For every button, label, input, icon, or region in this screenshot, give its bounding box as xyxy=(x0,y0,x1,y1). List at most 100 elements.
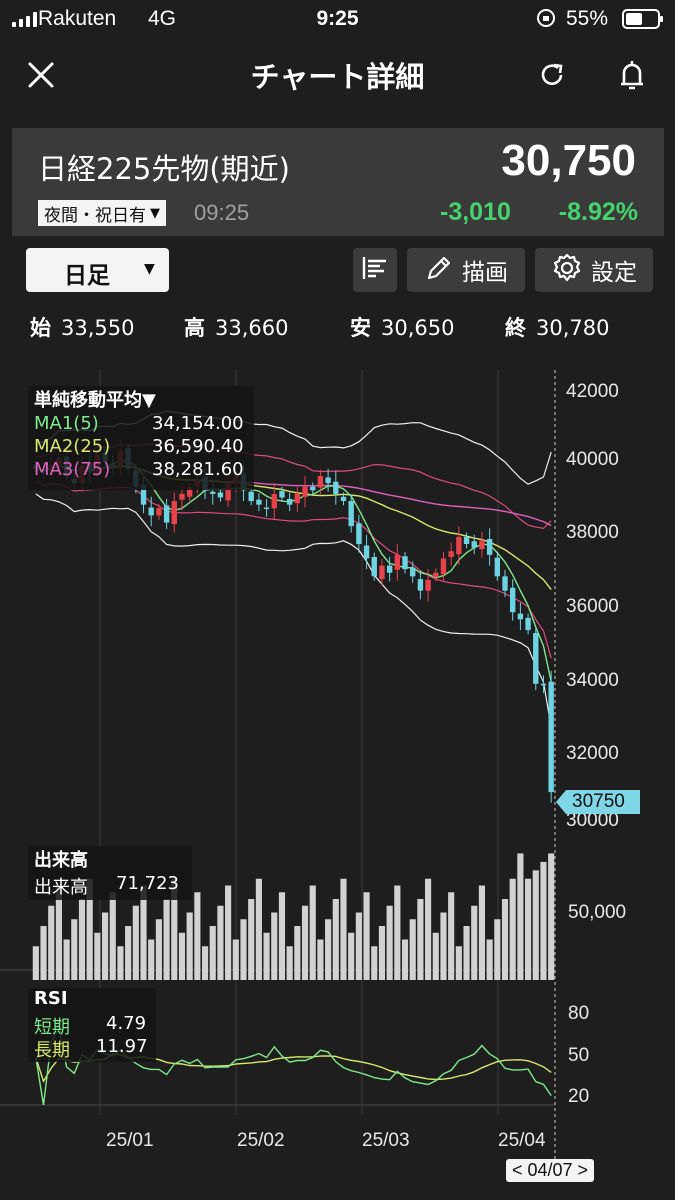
ma1-name: MA1(5) xyxy=(34,413,99,434)
volume-bar xyxy=(294,926,301,980)
status-bar: Rakuten 4G 9:25 55% xyxy=(0,0,675,38)
page-title: チャート詳細 xyxy=(250,60,425,94)
refresh-icon[interactable] xyxy=(536,59,568,91)
volume-bar xyxy=(440,912,447,980)
candle-body xyxy=(248,491,254,502)
candle-body xyxy=(402,556,408,570)
price-axis-label: 42000 xyxy=(566,381,619,402)
volume-bar xyxy=(117,946,124,980)
volume-bar xyxy=(486,939,493,980)
ma-legend-title[interactable]: 単純移動平均▼ xyxy=(34,390,156,411)
volume-bar xyxy=(332,899,339,980)
volume-bar xyxy=(178,932,186,980)
volume-bar xyxy=(78,899,86,980)
candle-body xyxy=(356,523,362,545)
candle-body xyxy=(417,579,424,591)
candle-body xyxy=(433,572,439,578)
settings-button[interactable]: 設定 xyxy=(535,248,653,292)
volume-bar xyxy=(455,946,462,980)
x-axis-label: 25/01 xyxy=(106,1130,154,1151)
candle-body xyxy=(140,485,147,505)
open-value: 33,550 xyxy=(61,316,135,340)
price-change-percent: -8.92% xyxy=(558,198,638,226)
cursor-date[interactable]: < 04/07 > xyxy=(506,1159,595,1182)
volume-bar xyxy=(132,905,139,980)
volume-bar xyxy=(240,919,247,980)
ohlc-high: 高 33,660 xyxy=(184,312,288,342)
volume-bar xyxy=(263,932,270,980)
volume-bar xyxy=(386,905,393,980)
session-select[interactable]: 夜間・祝日有 ▼ xyxy=(38,200,166,226)
candle-body xyxy=(163,505,170,523)
volume-bar xyxy=(194,892,201,980)
volume-bar xyxy=(255,878,262,980)
volume-bar xyxy=(355,912,362,980)
x-axis-label: 25/04 xyxy=(498,1130,546,1151)
volume-bar xyxy=(471,905,478,980)
volume-label: 出来高 xyxy=(34,877,88,898)
close-icon[interactable] xyxy=(26,60,56,90)
volume-bar xyxy=(348,932,355,980)
volume-bar xyxy=(40,926,47,980)
ma1-line xyxy=(35,459,552,683)
volume-value: 71,723 xyxy=(116,873,179,894)
period-label: 日足 xyxy=(64,263,110,289)
candle-body xyxy=(486,539,493,555)
last-price: 30,750 xyxy=(501,136,636,185)
moving-averages xyxy=(35,459,552,683)
candle-body xyxy=(179,493,185,500)
candle-body xyxy=(448,551,454,557)
volume-bar xyxy=(71,919,78,980)
indicator-list-button[interactable] xyxy=(353,248,397,292)
volume-bar xyxy=(55,885,62,980)
volume-bar xyxy=(394,885,401,980)
ma3-name: MA3(75) xyxy=(34,459,111,480)
candle-body xyxy=(271,493,277,509)
volume-bar xyxy=(125,926,132,980)
candle-body xyxy=(317,476,324,488)
draw-button[interactable]: 描画 xyxy=(407,248,525,292)
volume-bar xyxy=(155,919,162,980)
rsi-short-label: 短期 xyxy=(34,1017,70,1038)
high-label: 高 xyxy=(184,316,205,340)
volume-bar xyxy=(217,905,224,980)
candle-body xyxy=(425,579,431,591)
candle-body xyxy=(479,540,485,550)
candle-body xyxy=(548,681,554,793)
volume-bar xyxy=(509,878,516,980)
volume-bar xyxy=(278,892,286,980)
candle-body xyxy=(410,567,416,577)
pencil-icon xyxy=(424,253,454,287)
period-select[interactable]: 日足 ▼ xyxy=(26,248,169,292)
bell-icon[interactable] xyxy=(616,58,648,92)
clock: 9:25 xyxy=(316,7,359,30)
candle-body xyxy=(533,632,539,684)
volume-bar xyxy=(432,932,439,980)
volume-bar xyxy=(532,870,539,980)
volume-bar xyxy=(48,905,55,980)
candle-body xyxy=(456,536,462,555)
instrument-name: 日経225先物(期近) xyxy=(38,152,290,186)
chevron-down-icon: ▼ xyxy=(144,261,155,277)
rsi-short-value: 4.79 xyxy=(106,1013,147,1034)
network-label: 4G xyxy=(148,7,177,30)
volume-bar xyxy=(501,899,509,980)
close-label: 終 xyxy=(505,316,526,340)
volume-bar xyxy=(448,892,455,980)
volume-bar xyxy=(417,899,424,980)
candle-body xyxy=(294,493,301,504)
volume-bar xyxy=(271,912,278,980)
ma2-value: 36,590.40 xyxy=(152,436,244,457)
rsi-title: RSI xyxy=(34,988,68,1009)
quote-time: 09:25 xyxy=(194,200,250,225)
rsi-axis-label: 80 xyxy=(568,1003,590,1024)
price-axis-label: 32000 xyxy=(566,743,619,764)
candle-body xyxy=(363,545,370,559)
volume-bars xyxy=(32,853,555,980)
volume-bar xyxy=(309,885,316,980)
candle-body xyxy=(279,491,285,498)
volume-bar xyxy=(148,939,155,980)
candle-body xyxy=(225,483,231,501)
volume-bar xyxy=(186,912,193,980)
ohlc-close: 終 30,780 xyxy=(505,312,609,342)
